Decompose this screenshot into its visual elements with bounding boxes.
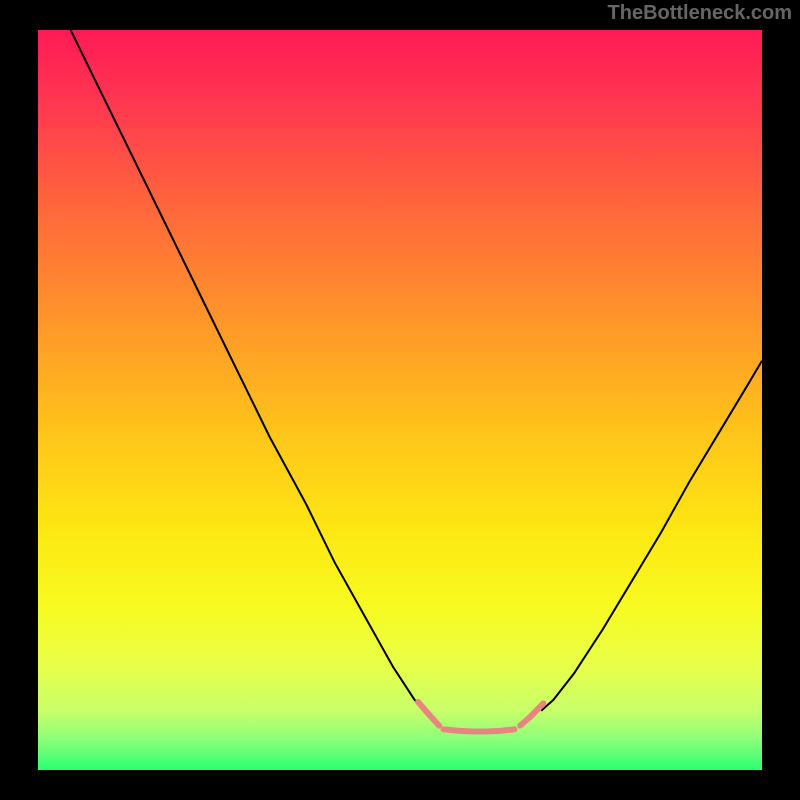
plot-area (38, 30, 762, 770)
chart-container: TheBottleneck.com (0, 0, 800, 800)
chart-curves (38, 30, 762, 770)
watermark-text: TheBottleneck.com (608, 2, 792, 25)
